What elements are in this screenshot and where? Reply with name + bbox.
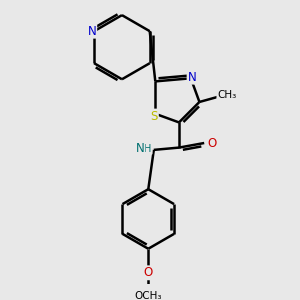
Text: N: N bbox=[188, 70, 196, 84]
Text: N: N bbox=[136, 142, 144, 155]
Text: O: O bbox=[208, 136, 217, 149]
Text: CH₃: CH₃ bbox=[217, 90, 236, 100]
Text: OCH₃: OCH₃ bbox=[134, 291, 162, 300]
Text: S: S bbox=[151, 110, 158, 123]
Text: N: N bbox=[88, 25, 96, 38]
Text: H: H bbox=[144, 144, 152, 154]
Text: O: O bbox=[144, 266, 153, 279]
